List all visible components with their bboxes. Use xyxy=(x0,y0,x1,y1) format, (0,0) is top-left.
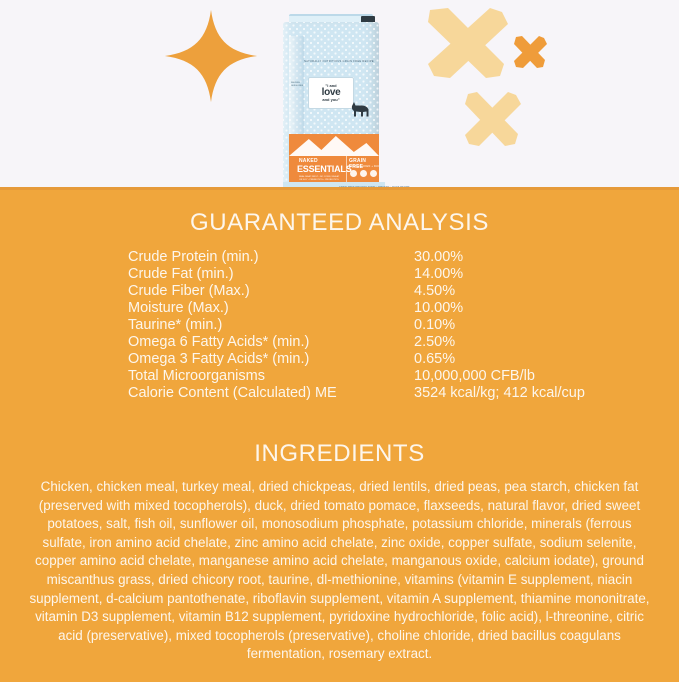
analysis-label: Omega 6 Fatty Acids* (min.) xyxy=(128,334,310,350)
analysis-value: 14.00% xyxy=(414,266,464,282)
analysis-row: Calorie Content (Calculated) ME 3524 kcal… xyxy=(128,385,679,402)
analysis-label: Crude Fat (min.) xyxy=(128,266,234,282)
panel-divider xyxy=(346,156,347,186)
nutrition-panel: GUARANTEED ANALYSIS Crude Protein (min.)… xyxy=(0,187,679,682)
dog-silhouette-icon xyxy=(351,102,369,117)
analysis-label: Total Microorganisms xyxy=(128,368,265,384)
panel-claims-text: REAL MEAT FIRST • NO CORN, WHEAT OR SOY … xyxy=(299,176,340,182)
analysis-row: Omega 6 Fatty Acids* (min.) 2.50% xyxy=(128,334,679,351)
analysis-value: 2.50% xyxy=(414,334,456,350)
x-mark-small-icon xyxy=(514,36,547,68)
bag-front-panel: NAKED ESSENTIALS GRAIN FREE WITH CHICKEN… xyxy=(289,134,379,187)
hero-band: NATURALLY NUTRITIOUS GRAIN FREE RECIPE "… xyxy=(0,0,679,187)
ingredients-text: Chicken, chicken meal, turkey meal, drie… xyxy=(29,479,650,662)
bag-bottom-band xyxy=(283,182,385,187)
sparkle-star-icon xyxy=(164,9,258,103)
analysis-label: Crude Fiber (Max.) xyxy=(128,283,250,299)
brand-line-1: "I and xyxy=(325,83,337,88)
analysis-value: 4.50% xyxy=(414,283,456,299)
panel-grain-free: GRAIN FREE xyxy=(349,158,367,170)
bag-side-info: FEEDING GUIDELINES xyxy=(291,82,304,88)
guaranteed-analysis-title: GUARANTEED ANALYSIS xyxy=(189,209,490,236)
bag-tagline: NATURALLY NUTRITIOUS GRAIN FREE RECIPE xyxy=(304,60,374,63)
analysis-value: 10,000,000 CFB/lb xyxy=(414,368,535,384)
benefit-icon-3 xyxy=(370,170,377,177)
analysis-row: Moisture (Max.) 10.00% xyxy=(128,300,679,317)
panel-benefit-icons xyxy=(350,170,377,177)
panel-line-essentials: ESSENTIALS xyxy=(297,164,352,174)
analysis-label: Moisture (Max.) xyxy=(128,300,229,316)
analysis-value: 30.00% xyxy=(414,249,464,265)
panel-grain-free-sub: WITH CHICKEN + DUCK xyxy=(349,165,379,168)
guaranteed-analysis-table: Crude Protein (min.) 30.00% Crude Fat (min… xyxy=(0,249,679,402)
x-mark-medium-icon xyxy=(465,92,521,146)
benefit-icon-1 xyxy=(350,170,357,177)
product-bag-image: NATURALLY NUTRITIOUS GRAIN FREE RECIPE "… xyxy=(277,8,410,187)
analysis-row: Crude Protein (min.) 30.00% xyxy=(128,249,679,266)
brand-line-3: and you" xyxy=(322,97,340,102)
analysis-label: Calorie Content (Calculated) ME xyxy=(128,385,337,401)
analysis-value: 3524 kcal/kg; 412 kcal/cup xyxy=(414,385,585,401)
analysis-row: Crude Fiber (Max.) 4.50% xyxy=(128,283,679,300)
analysis-value: 0.10% xyxy=(414,317,456,333)
bag-net-weight: NET WT 4 LB (1.8 KG) xyxy=(299,186,334,187)
analysis-label: Taurine* (min.) xyxy=(128,317,223,333)
brand-logo: "I and love and you" xyxy=(308,77,354,109)
analysis-label: Omega 3 Fatty Acids* (min.) xyxy=(128,351,310,367)
brand-line-2: love xyxy=(321,87,341,98)
analysis-row: Omega 3 Fatty Acids* (min.) 0.65% xyxy=(128,351,679,368)
analysis-row: Crude Fat (min.) 14.00% xyxy=(128,266,679,283)
panel-line-naked: NAKED xyxy=(299,158,318,164)
analysis-value: 0.65% xyxy=(414,351,456,367)
bag-body: NATURALLY NUTRITIOUS GRAIN FREE RECIPE "… xyxy=(283,22,379,187)
analysis-value: 10.00% xyxy=(414,300,464,316)
x-mark-large-icon xyxy=(428,8,508,78)
analysis-label: Crude Protein (min.) xyxy=(128,249,259,265)
ingredients-title: INGREDIENTS xyxy=(254,440,425,467)
mountain-graphic-icon xyxy=(289,136,379,156)
analysis-row: Taurine* (min.) 0.10% xyxy=(128,317,679,334)
bag-bottom-text: GRAIN-FREE DRY DOG FOOD • CHICKEN + DUCK… xyxy=(339,186,410,187)
analysis-row: Total Microorganisms 10,000,000 CFB/lb xyxy=(128,368,679,385)
benefit-icon-2 xyxy=(360,170,367,177)
